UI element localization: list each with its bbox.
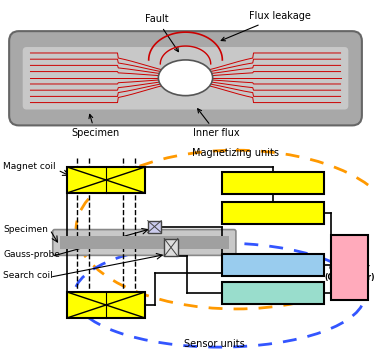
Text: Gauss-probe: Gauss-probe — [3, 250, 60, 259]
FancyBboxPatch shape — [164, 239, 178, 256]
Text: Flux leakage: Flux leakage — [221, 11, 310, 41]
Text: Personal
computer
(Controller): Personal computer (Controller) — [324, 252, 375, 282]
FancyBboxPatch shape — [53, 230, 236, 255]
Text: Magnet coil: Magnet coil — [3, 162, 56, 171]
Text: Polarity switch: Polarity switch — [232, 178, 314, 188]
FancyBboxPatch shape — [222, 172, 324, 194]
FancyBboxPatch shape — [222, 282, 324, 304]
Text: Specimen: Specimen — [71, 114, 119, 138]
Text: Specimen: Specimen — [3, 225, 48, 234]
Text: Fault: Fault — [145, 14, 179, 52]
FancyBboxPatch shape — [67, 167, 145, 193]
Bar — [60, 235, 229, 250]
Text: Magnetizing units: Magnetizing units — [192, 148, 279, 158]
Text: Sensor units: Sensor units — [184, 339, 245, 349]
Text: Search coil: Search coil — [3, 271, 53, 280]
Text: Inner flux: Inner flux — [193, 109, 240, 138]
FancyBboxPatch shape — [222, 202, 324, 224]
FancyBboxPatch shape — [331, 235, 368, 300]
FancyBboxPatch shape — [23, 47, 348, 109]
FancyBboxPatch shape — [148, 221, 161, 233]
FancyBboxPatch shape — [9, 31, 362, 125]
FancyBboxPatch shape — [222, 254, 324, 276]
Text: Flux-meter: Flux-meter — [247, 288, 300, 298]
Text: DC power supply: DC power supply — [226, 208, 320, 218]
Text: Gauss-meter: Gauss-meter — [242, 260, 305, 270]
FancyBboxPatch shape — [67, 292, 145, 318]
Ellipse shape — [158, 60, 213, 96]
